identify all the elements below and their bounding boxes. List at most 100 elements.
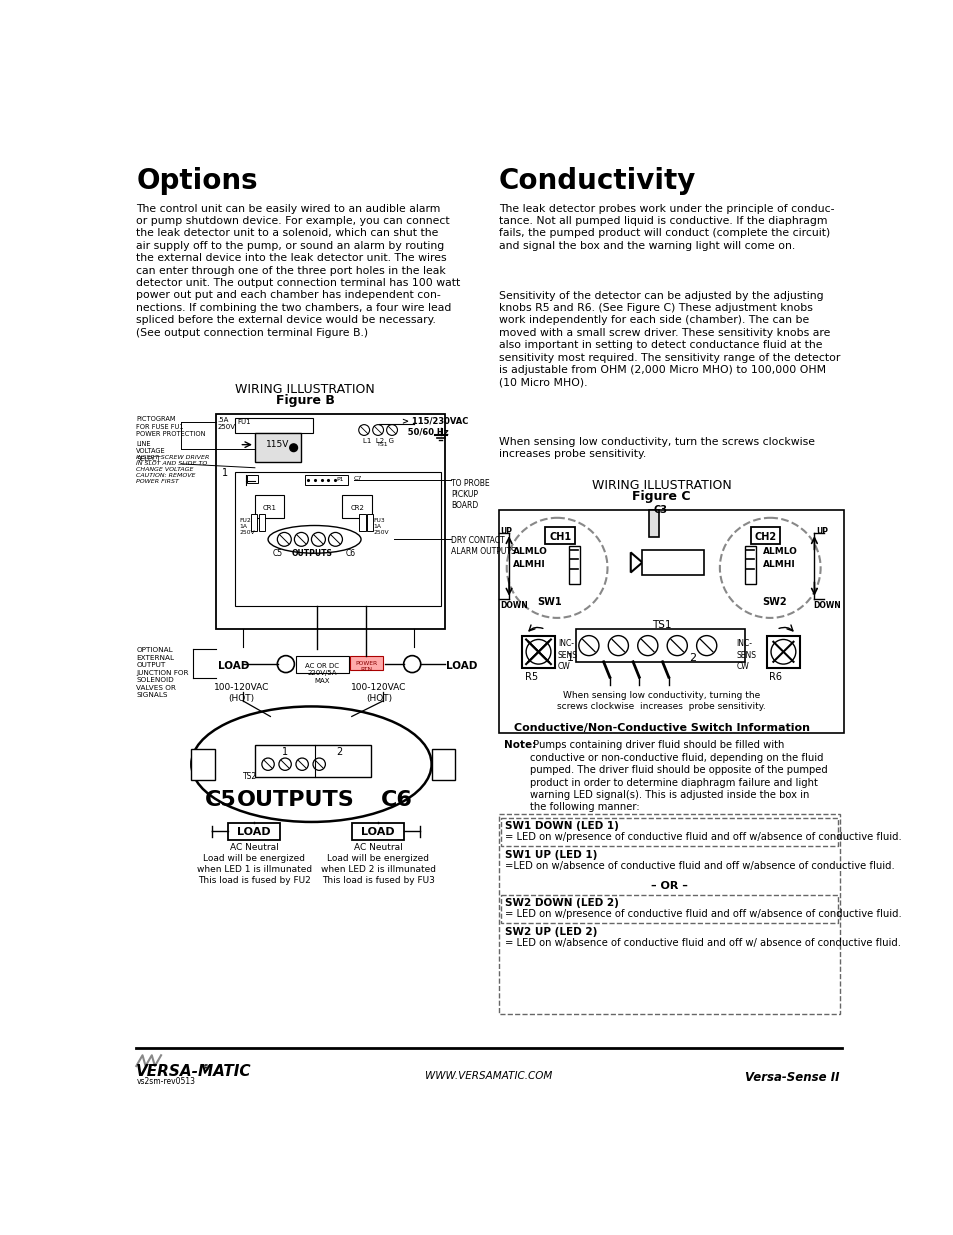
Text: ALMLO: ALMLO [513, 547, 547, 556]
Text: LOAD: LOAD [361, 826, 395, 836]
Circle shape [770, 640, 795, 664]
Circle shape [328, 532, 342, 546]
Bar [521, 636, 555, 668]
Text: LOAD: LOAD [218, 661, 250, 671]
Text: WWW.VERSAMATIC.COM: WWW.VERSAMATIC.COM [425, 1071, 552, 1081]
Text: Conductivity: Conductivity [498, 168, 696, 195]
Text: ALMHI: ALMHI [513, 561, 545, 569]
Text: = LED on w/presence of conductive fluid and off w/absence of conductive fluid.: = LED on w/presence of conductive fluid … [505, 909, 901, 919]
Text: CR2: CR2 [350, 505, 364, 511]
Bar [545, 527, 575, 543]
Bar [216, 414, 444, 630]
Text: WIRING ILLUSTRATION: WIRING ILLUSTRATION [235, 383, 375, 396]
Text: INC-
SENS
CW: INC- SENS CW [558, 640, 578, 671]
Bar [750, 527, 780, 543]
Text: 1: 1 [282, 747, 288, 757]
Text: Figure C: Figure C [632, 490, 690, 503]
Bar [342, 495, 372, 517]
Text: 1: 1 [222, 468, 228, 478]
Bar [352, 823, 404, 840]
Bar [350, 656, 382, 671]
Text: OPTIONAL
EXTERNAL
OUTPUT
JUNCTION FOR
SOLENOID
VALVES OR
SIGNALS: OPTIONAL EXTERNAL OUTPUT JUNCTION FOR SO… [136, 647, 189, 698]
Text: VERSA-MATIC: VERSA-MATIC [136, 1065, 252, 1079]
Text: C7: C7 [353, 477, 361, 482]
Text: DRY CONTACT
ALARM OUTPUTS: DRY CONTACT ALARM OUTPUTS [451, 536, 516, 557]
Text: CH2: CH2 [754, 532, 776, 542]
Circle shape [525, 640, 550, 664]
Bar [500, 818, 838, 846]
Text: SW1 UP (LED 1): SW1 UP (LED 1) [505, 851, 597, 861]
Circle shape [608, 636, 628, 656]
Bar [766, 636, 799, 668]
Bar [359, 514, 365, 531]
Circle shape [313, 758, 325, 771]
Bar [247, 475, 257, 483]
Circle shape [311, 532, 325, 546]
Text: When sensing low conductivity, turn the screws clockwise
increases probe sensiti: When sensing low conductivity, turn the … [498, 437, 814, 459]
Text: ALMHI: ALMHI [761, 561, 795, 569]
Text: The leak detector probes work under the principle of conduc-
tance. Not all pump: The leak detector probes work under the … [498, 204, 834, 251]
Text: Sensitivity of the detector can be adjusted by the adjusting
knobs R5 and R6. (S: Sensitivity of the detector can be adjus… [498, 290, 840, 388]
Circle shape [277, 532, 291, 546]
Bar [305, 475, 348, 484]
Text: UP: UP [500, 527, 512, 536]
Text: – OR –: – OR – [650, 882, 687, 892]
Circle shape [666, 636, 686, 656]
Circle shape [637, 636, 658, 656]
Text: 1: 1 [566, 652, 573, 662]
Text: 100-120VAC
(HOT): 100-120VAC (HOT) [213, 683, 269, 704]
Ellipse shape [192, 706, 431, 823]
Text: Versa-Sense II: Versa-Sense II [744, 1071, 840, 1083]
Bar [235, 417, 313, 433]
Bar [258, 514, 265, 531]
Bar [498, 814, 840, 1014]
Circle shape [294, 532, 308, 546]
Bar [192, 748, 214, 779]
Bar [648, 510, 659, 537]
Text: R6: R6 [769, 672, 781, 682]
Circle shape [295, 758, 308, 771]
Text: SW2 UP (LED 2): SW2 UP (LED 2) [505, 927, 597, 937]
Bar [500, 895, 838, 923]
Text: 100-120VAC
(HOT): 100-120VAC (HOT) [351, 683, 406, 704]
Text: .5A
250V: .5A 250V [217, 417, 235, 431]
Text: When sensing low conductivity, turning the
screws clockwise  increases  probe se: When sensing low conductivity, turning t… [557, 692, 765, 711]
Text: CH1: CH1 [549, 532, 571, 542]
Text: L1  L2  G: L1 L2 G [362, 437, 394, 443]
Text: SW2 DOWN (LED 2): SW2 DOWN (LED 2) [505, 898, 618, 908]
Text: C6: C6 [345, 548, 355, 557]
Text: TO PROBE
PICKUP
BOARD: TO PROBE PICKUP BOARD [451, 479, 489, 510]
Ellipse shape [720, 517, 820, 618]
Bar [367, 514, 373, 531]
Circle shape [278, 758, 291, 771]
Bar [251, 514, 257, 531]
Text: DOWN: DOWN [813, 601, 841, 610]
Bar [295, 656, 348, 673]
Bar [744, 546, 755, 584]
Text: =LED on w/absence of conductive fluid and off w/absence of conductive fluid.: =LED on w/absence of conductive fluid an… [505, 861, 894, 871]
Text: P1: P1 [336, 477, 344, 482]
Text: C5: C5 [273, 548, 282, 557]
Text: SW1 DOWN (LED 1): SW1 DOWN (LED 1) [505, 821, 618, 831]
Text: FU1: FU1 [236, 419, 251, 425]
Text: INSERT SCREW DRIVER
IN SLOT AND SLIDE TO
CHANGE VOLTAGE
CAUTION: REMOVE
POWER FI: INSERT SCREW DRIVER IN SLOT AND SLIDE TO… [136, 454, 210, 484]
Bar [641, 550, 703, 574]
Text: INC-
SENS
CW: INC- SENS CW [736, 640, 756, 671]
Text: TS2: TS2 [243, 772, 257, 781]
Bar [228, 823, 280, 840]
Text: = LED on w/presence of conductive fluid and off w/absence of conductive fluid.: = LED on w/presence of conductive fluid … [505, 832, 901, 842]
Text: FU3
1A
250V: FU3 1A 250V [373, 517, 389, 535]
Text: C6: C6 [381, 789, 413, 810]
Text: LINE
VOLTAGE
SELECT: LINE VOLTAGE SELECT [136, 441, 166, 462]
Text: POWER
RTN: POWER RTN [355, 661, 377, 672]
Text: Note:: Note: [504, 740, 537, 751]
Circle shape [403, 656, 420, 673]
Text: C5: C5 [204, 789, 236, 810]
Circle shape [386, 425, 397, 436]
Text: FU2
1A
250V: FU2 1A 250V [239, 517, 254, 535]
Text: AC OR DC
220V/5A
MAX: AC OR DC 220V/5A MAX [305, 662, 339, 683]
Text: OUTPUTS: OUTPUTS [236, 789, 355, 810]
Bar [254, 433, 301, 462]
Bar [568, 546, 579, 584]
Text: R5: R5 [524, 672, 537, 682]
